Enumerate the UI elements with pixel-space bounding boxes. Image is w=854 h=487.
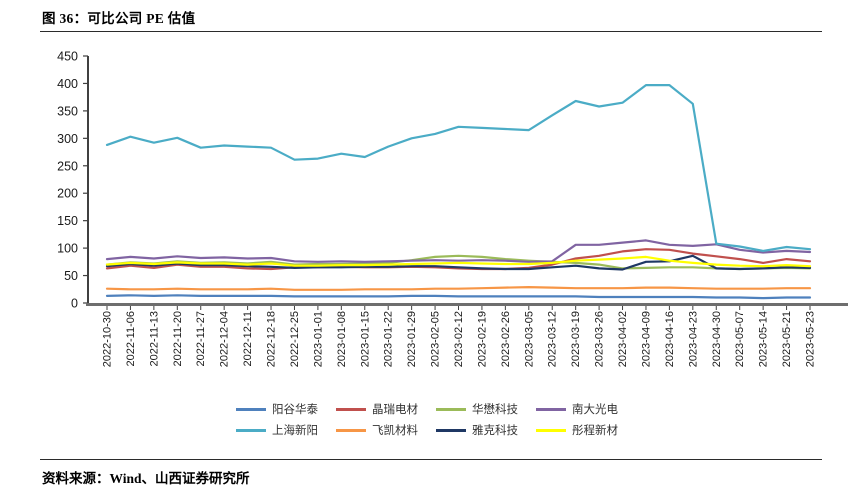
x-axis-label: 2023-01-08: [336, 311, 348, 367]
legend-swatch: [536, 428, 566, 432]
series-line-阳谷华泰: [105, 294, 812, 300]
x-axis-label: 2023-01-15: [359, 311, 371, 367]
y-axis-label: 250: [57, 159, 78, 173]
legend-swatch: [536, 407, 566, 411]
legend-row: 阳谷华泰 晶瑞电材 华懋科技 南大光电: [227, 401, 627, 417]
legend-item: 雅克科技: [436, 422, 518, 438]
x-axis-label: 2023-05-14: [758, 311, 770, 367]
x-axis-label: 2022-11-06: [125, 311, 137, 366]
legend-label: 华懋科技: [472, 404, 518, 416]
x-axis-label: 2023-05-23: [805, 311, 817, 367]
y-axis-label: 50: [64, 269, 78, 283]
x-axis-label: 2022-12-25: [289, 311, 301, 367]
legend-swatch: [236, 428, 266, 432]
y-axis-label: 300: [57, 132, 78, 146]
legend-label: 飞凯材料: [372, 425, 418, 437]
x-axis-label: 2023-04-30: [711, 311, 723, 367]
chart-legend: 阳谷华泰 晶瑞电材 华懋科技 南大光电上海新阳 飞凯材料 雅克科技 彤程新材: [0, 401, 854, 438]
x-axis-label: 2023-01-22: [383, 311, 395, 367]
legend-swatch: [436, 428, 466, 432]
legend-label: 南大光电: [572, 404, 618, 416]
legend-label: 阳谷华泰: [272, 404, 318, 416]
x-axis-label: 2023-03-12: [547, 311, 559, 367]
legend-item: 南大光电: [536, 401, 618, 417]
legend-row: 上海新阳 飞凯材料 雅克科技 彤程新材: [227, 422, 627, 438]
x-axis-label: 2023-03-26: [594, 311, 606, 367]
x-axis-label: 2023-02-19: [476, 311, 488, 367]
legend-swatch: [336, 407, 366, 411]
chart-area: 0 50 100 150 200 250 300 350 400 450 2022-10-30 202…: [0, 40, 854, 385]
x-axis-label: 2022-10-30: [102, 311, 114, 367]
legend-label: 彤程新材: [572, 425, 618, 437]
x-axis-label: 2023-04-02: [617, 311, 629, 367]
y-axis-label: 450: [57, 50, 78, 64]
source-text: 资料来源：Wind、山西证券研究所: [42, 471, 250, 486]
x-axis-label: 2022-11-13: [148, 311, 160, 366]
x-axis-label: 2022-11-27: [195, 311, 207, 366]
series-line-上海新阳: [105, 83, 812, 252]
x-axis-label: 2023-04-23: [687, 311, 699, 367]
series-line-雅克科技: [105, 254, 812, 271]
x-axis-label: 2023-03-05: [523, 311, 535, 367]
x-axis-label: 2023-02-12: [453, 311, 465, 367]
x-axis-label: 2022-12-04: [219, 311, 231, 367]
legend-item: 晶瑞电材: [336, 401, 418, 417]
figure-title: 图 36：可比公司 PE 估值: [42, 11, 196, 26]
y-axis-label: 400: [57, 77, 78, 91]
x-axis-label: 2023-03-19: [570, 311, 582, 367]
legend-label: 上海新阳: [272, 425, 318, 437]
y-axis-label: 100: [57, 242, 78, 256]
x-axis-label: 2022-12-18: [266, 311, 278, 367]
y-axis-label: 350: [57, 104, 78, 118]
x-axis-label: 2022-12-11: [242, 311, 254, 366]
legend-label: 晶瑞电材: [372, 404, 418, 416]
legend-item: 飞凯材料: [336, 422, 418, 438]
legend-swatch: [436, 407, 466, 411]
legend-item: 上海新阳: [236, 422, 318, 438]
y-axis-label: 150: [57, 214, 78, 228]
y-axis-label: 200: [57, 187, 78, 201]
legend-swatch: [236, 407, 266, 411]
series-line-彤程新材: [105, 255, 812, 268]
x-axis-label: 2023-02-05: [430, 311, 442, 367]
x-axis-label: 2022-11-20: [172, 311, 184, 366]
series-line-南大光电: [105, 239, 812, 263]
legend-item: 华懋科技: [436, 401, 518, 417]
legend-item: 彤程新材: [536, 422, 618, 438]
legend-item: 阳谷华泰: [236, 401, 318, 417]
y-axis-label: 0: [71, 297, 78, 311]
pe-line-chart: 0 50 100 150 200 250 300 350 400 450 2022-10-30 202…: [57, 50, 848, 367]
title-divider: [40, 31, 822, 32]
x-axis-label: 2023-04-16: [664, 311, 676, 367]
x-axis-label: 2023-01-01: [312, 311, 324, 367]
x-axis-label: 2023-05-07: [734, 311, 746, 367]
x-axis-label: 2023-01-29: [406, 311, 418, 367]
source-divider: [40, 459, 822, 460]
x-axis-label: 2023-04-09: [640, 311, 652, 367]
legend-swatch: [336, 428, 366, 432]
series-line-飞凯材料: [105, 286, 812, 291]
legend-label: 雅克科技: [472, 425, 518, 437]
x-axis-label: 2023-02-26: [500, 311, 512, 367]
x-axis-label: 2023-05-21: [781, 311, 793, 367]
